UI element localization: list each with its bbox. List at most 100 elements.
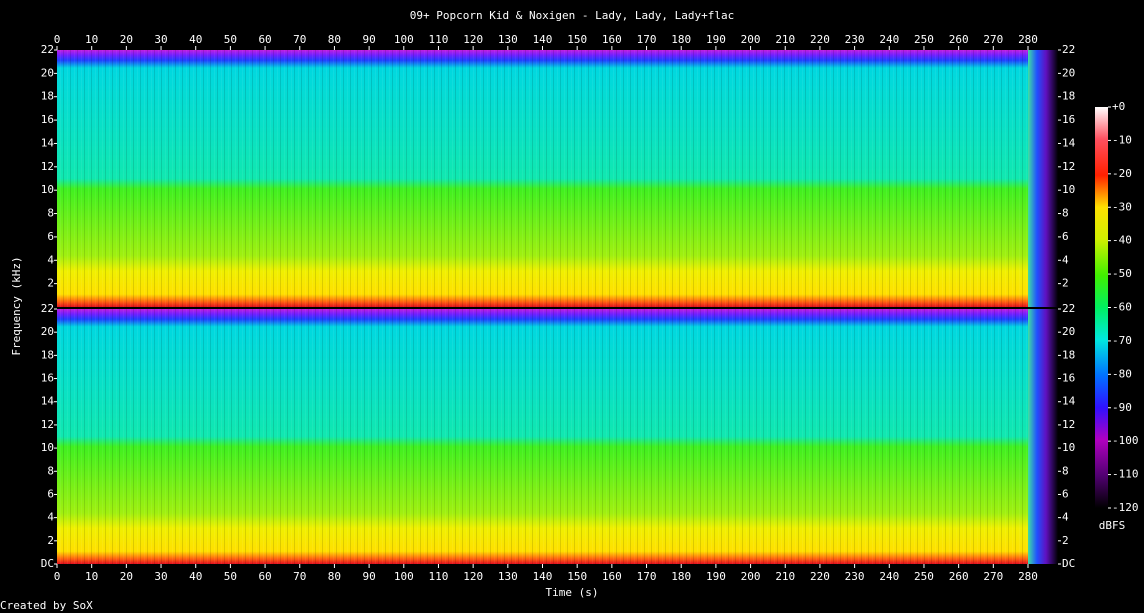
x-tick-label-top: 170 — [637, 33, 657, 46]
colorbar-tick-label: -80 — [1112, 367, 1132, 380]
x-tick-label-top: 130 — [498, 33, 518, 46]
y-tick-label: 22 — [41, 43, 54, 56]
x-tick-label: 160 — [602, 570, 622, 583]
y-tick-label: 12 — [41, 160, 54, 173]
y-tick-label-right: 18 — [1062, 348, 1075, 361]
colorbar — [1095, 107, 1108, 508]
y-tick-label: 6 — [47, 487, 54, 500]
y-tick-label: 12 — [41, 418, 54, 431]
colorbar-tick-label: -50 — [1112, 267, 1132, 280]
y-axis-label: Frequency (kHz) — [10, 256, 23, 355]
colorbar-tick-label: -30 — [1112, 200, 1132, 213]
colorbar-tick-label: -60 — [1112, 301, 1132, 314]
y-tick-label: 16 — [41, 113, 54, 126]
x-tick-label: 250 — [914, 570, 934, 583]
y-tick-label: 18 — [41, 348, 54, 361]
x-tick-label: 90 — [362, 570, 375, 583]
y-tick-label: 20 — [41, 66, 54, 79]
x-tick-label: 30 — [154, 570, 167, 583]
x-tick-label-top: 280 — [1018, 33, 1038, 46]
spectrogram-image — [57, 50, 1058, 564]
y-tick-label: 8 — [47, 207, 54, 220]
y-tick-label-right: 10 — [1062, 183, 1075, 196]
y-tick-label-right: 16 — [1062, 113, 1075, 126]
x-tick-label-top: 120 — [463, 33, 483, 46]
y-tick-label: 10 — [41, 183, 54, 196]
x-tick-label: 280 — [1018, 570, 1038, 583]
y-tick-label-right: 4 — [1062, 253, 1069, 266]
y-tick-label-right: 20 — [1062, 66, 1075, 79]
x-tick-label: 170 — [637, 570, 657, 583]
x-tick-label-top: 60 — [258, 33, 271, 46]
x-tick-label-top: 150 — [567, 33, 587, 46]
colorbar-tick-label: -70 — [1112, 334, 1132, 347]
y-tick-label-right: 8 — [1062, 464, 1069, 477]
y-tick-label: 20 — [41, 325, 54, 338]
y-tick-label-right: 6 — [1062, 487, 1069, 500]
x-tick-label: 10 — [85, 570, 98, 583]
x-tick-label-top: 40 — [189, 33, 202, 46]
x-tick-label-top: 50 — [224, 33, 237, 46]
x-tick-label: 100 — [394, 570, 414, 583]
x-tick-label-top: 210 — [775, 33, 795, 46]
colorbar-tick-label: +0 — [1112, 100, 1125, 113]
y-tick-label: 4 — [47, 511, 54, 524]
y-tick-label-right: 10 — [1062, 441, 1075, 454]
x-tick-label-top: 260 — [949, 33, 969, 46]
y-tick-label-right: 22 — [1062, 302, 1075, 315]
colorbar-tick-label: -40 — [1112, 234, 1132, 247]
x-tick-label-top: 10 — [85, 33, 98, 46]
x-tick-label-top: 110 — [429, 33, 449, 46]
y-tick-label-right: 18 — [1062, 90, 1075, 103]
y-tick-label: 16 — [41, 372, 54, 385]
x-tick-label: 240 — [879, 570, 899, 583]
y-tick-label: 10 — [41, 441, 54, 454]
y-tick-label-right: 14 — [1062, 136, 1076, 149]
x-tick-label: 210 — [775, 570, 795, 583]
y-tick-label: DC — [41, 557, 54, 570]
x-tick-label: 50 — [224, 570, 237, 583]
y-tick-label-right: 12 — [1062, 160, 1075, 173]
y-tick-label-right: 2 — [1062, 277, 1069, 290]
y-tick-label: 14 — [41, 395, 55, 408]
colorbar-tick-label: -90 — [1112, 401, 1132, 414]
x-tick-label-top: 240 — [879, 33, 899, 46]
x-tick-label-top: 30 — [154, 33, 167, 46]
x-tick-label: 190 — [706, 570, 726, 583]
x-tick-label: 180 — [671, 570, 691, 583]
x-tick-label: 140 — [533, 570, 553, 583]
x-tick-label: 110 — [429, 570, 449, 583]
y-tick-label: 8 — [47, 464, 54, 477]
colorbar-tick-label: -10 — [1112, 133, 1132, 146]
x-tick-label-top: 270 — [983, 33, 1003, 46]
chart-title: 09+ Popcorn Kid & Noxigen - Lady, Lady, … — [410, 9, 735, 22]
x-tick-label-top: 250 — [914, 33, 934, 46]
y-tick-label-right: 16 — [1062, 372, 1075, 385]
y-tick-label-right: 12 — [1062, 418, 1075, 431]
y-tick-label: 2 — [47, 534, 54, 547]
x-tick-label: 270 — [983, 570, 1003, 583]
x-tick-label: 40 — [189, 570, 202, 583]
x-tick-label-top: 160 — [602, 33, 622, 46]
x-tick-label-top: 70 — [293, 33, 306, 46]
x-tick-label: 60 — [258, 570, 271, 583]
x-tick-label: 200 — [741, 570, 761, 583]
y-tick-label-right: 4 — [1062, 511, 1069, 524]
colorbar-label: dBFS — [1099, 519, 1126, 532]
x-tick-label: 260 — [949, 570, 969, 583]
y-tick-label: 2 — [47, 277, 54, 290]
y-tick-label: 18 — [41, 90, 54, 103]
x-tick-label: 230 — [845, 570, 865, 583]
y-tick-label-right: 22 — [1062, 43, 1075, 56]
x-tick-label: 120 — [463, 570, 483, 583]
x-tick-label-top: 230 — [845, 33, 865, 46]
x-tick-label-top: 140 — [533, 33, 553, 46]
x-tick-label-top: 190 — [706, 33, 726, 46]
x-axis-label: Time (s) — [546, 586, 599, 599]
y-tick-label-right: 14 — [1062, 395, 1076, 408]
x-tick-label-top: 20 — [120, 33, 133, 46]
y-tick-label: 14 — [41, 136, 55, 149]
colorbar-tick-label: -120 — [1112, 501, 1139, 514]
x-tick-label-top: 80 — [328, 33, 341, 46]
y-tick-label-right: 6 — [1062, 230, 1069, 243]
